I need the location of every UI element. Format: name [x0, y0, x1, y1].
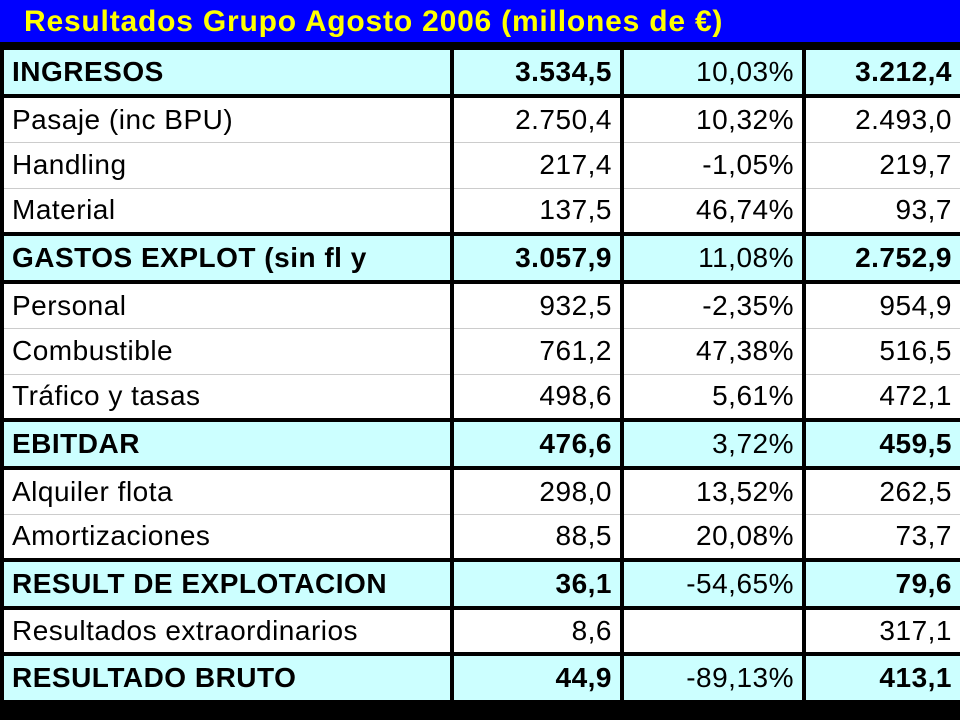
- value-2006-cell: 36,1: [450, 558, 624, 610]
- row-label-cell: RESULT DE EXPLOTACION: [0, 558, 454, 610]
- table-section-row: EBITDAR 476,6 3,72% 459,5: [0, 418, 960, 470]
- row-label-cell: Tráfico y tasas: [0, 373, 454, 421]
- variation-percent-cell: -54,65%: [620, 558, 806, 610]
- value-2005-cell: 262,5: [802, 466, 960, 515]
- variation-percent-cell: -89,13%: [620, 652, 806, 704]
- table-row: Amortizaciones 88,5 20,08% 73,7: [0, 513, 960, 561]
- value-2005-cell: 3.212,4: [802, 46, 960, 98]
- value-2005-cell: 413,1: [802, 652, 960, 704]
- title-bar: Resultados Grupo Agosto 2006 (millones d…: [0, 0, 960, 46]
- row-label-cell: GASTOS EXPLOT (sin fl y: [0, 232, 454, 284]
- row-label-cell: EBITDAR: [0, 418, 454, 470]
- variation-percent-cell: 10,32%: [620, 94, 806, 143]
- value-2005-cell: 73,7: [802, 513, 960, 561]
- row-label-cell: RESULTADO BRUTO: [0, 652, 454, 704]
- row-label-cell: Pasaje (inc BPU): [0, 94, 454, 143]
- variation-percent-cell: 13,52%: [620, 466, 806, 515]
- results-table: INGRESOS 3.534,5 10,03% 3.212,4 Pasaje (inc …: [0, 46, 960, 704]
- variation-percent-cell: 5,61%: [620, 373, 806, 421]
- variation-percent-cell: -2,35%: [620, 280, 806, 329]
- value-2006-cell: 3.534,5: [450, 46, 624, 98]
- row-label-cell: Combustible: [0, 327, 454, 375]
- variation-percent-cell: 20,08%: [620, 513, 806, 561]
- value-2006-cell: 932,5: [450, 280, 624, 329]
- variation-percent-cell: 47,38%: [620, 327, 806, 375]
- table-section-row: INGRESOS 3.534,5 10,03% 3.212,4: [0, 46, 960, 98]
- value-2005-cell: 2.493,0: [802, 94, 960, 143]
- row-label-cell: Personal: [0, 280, 454, 329]
- table-row: Resultados extraordinarios 8,6 317,1: [0, 606, 960, 655]
- row-label-cell: Material: [0, 187, 454, 235]
- value-2005-cell: 472,1: [802, 373, 960, 421]
- value-2005-cell: 2.752,9: [802, 232, 960, 284]
- table-section-row: RESULT DE EXPLOTACION 36,1 -54,65% 79,6: [0, 558, 960, 610]
- value-2005-cell: 516,5: [802, 327, 960, 375]
- table-section-row: GASTOS EXPLOT (sin fl y 3.057,9 11,08% 2.75…: [0, 232, 960, 284]
- variation-percent-cell: -1,05%: [620, 141, 806, 189]
- value-2005-cell: 954,9: [802, 280, 960, 329]
- value-2006-cell: 8,6: [450, 606, 624, 655]
- row-label-cell: Handling: [0, 141, 454, 189]
- value-2005-cell: 459,5: [802, 418, 960, 470]
- value-2006-cell: 298,0: [450, 466, 624, 515]
- variation-percent-cell: 11,08%: [620, 232, 806, 284]
- table-row: Combustible 761,2 47,38% 516,5: [0, 327, 960, 375]
- value-2006-cell: 3.057,9: [450, 232, 624, 284]
- table-row: Personal 932,5 -2,35% 954,9: [0, 280, 960, 329]
- value-2006-cell: 44,9: [450, 652, 624, 704]
- row-label-cell: INGRESOS: [0, 46, 454, 98]
- value-2006-cell: 2.750,4: [450, 94, 624, 143]
- table-row: Tráfico y tasas 498,6 5,61% 472,1: [0, 373, 960, 421]
- variation-percent-cell: 46,74%: [620, 187, 806, 235]
- table-section-row: RESULTADO BRUTO 44,9 -89,13% 413,1: [0, 652, 960, 704]
- table-row: Material 137,5 46,74% 93,7: [0, 187, 960, 235]
- value-2005-cell: 317,1: [802, 606, 960, 655]
- row-label-cell: Alquiler flota: [0, 466, 454, 515]
- value-2006-cell: 217,4: [450, 141, 624, 189]
- row-label-cell: Resultados extraordinarios: [0, 606, 454, 655]
- results-table-container: INGRESOS 3.534,5 10,03% 3.212,4 Pasaje (inc …: [0, 46, 960, 720]
- value-2006-cell: 761,2: [450, 327, 624, 375]
- table-title: Resultados Grupo Agosto 2006 (millones d…: [24, 5, 724, 38]
- value-2006-cell: 88,5: [450, 513, 624, 561]
- value-2005-cell: 219,7: [802, 141, 960, 189]
- table-row: Handling 217,4 -1,05% 219,7: [0, 141, 960, 189]
- table-row: Pasaje (inc BPU) 2.750,4 10,32% 2.493,0: [0, 94, 960, 143]
- value-2005-cell: 79,6: [802, 558, 960, 610]
- value-2006-cell: 137,5: [450, 187, 624, 235]
- table-row: Alquiler flota 298,0 13,52% 262,5: [0, 466, 960, 515]
- value-2006-cell: 498,6: [450, 373, 624, 421]
- results-table-body: INGRESOS 3.534,5 10,03% 3.212,4 Pasaje (inc …: [0, 46, 960, 704]
- value-2006-cell: 476,6: [450, 418, 624, 470]
- variation-percent-cell: 3,72%: [620, 418, 806, 470]
- variation-percent-cell: 10,03%: [620, 46, 806, 98]
- value-2005-cell: 93,7: [802, 187, 960, 235]
- variation-percent-cell: [620, 606, 806, 655]
- row-label-cell: Amortizaciones: [0, 513, 454, 561]
